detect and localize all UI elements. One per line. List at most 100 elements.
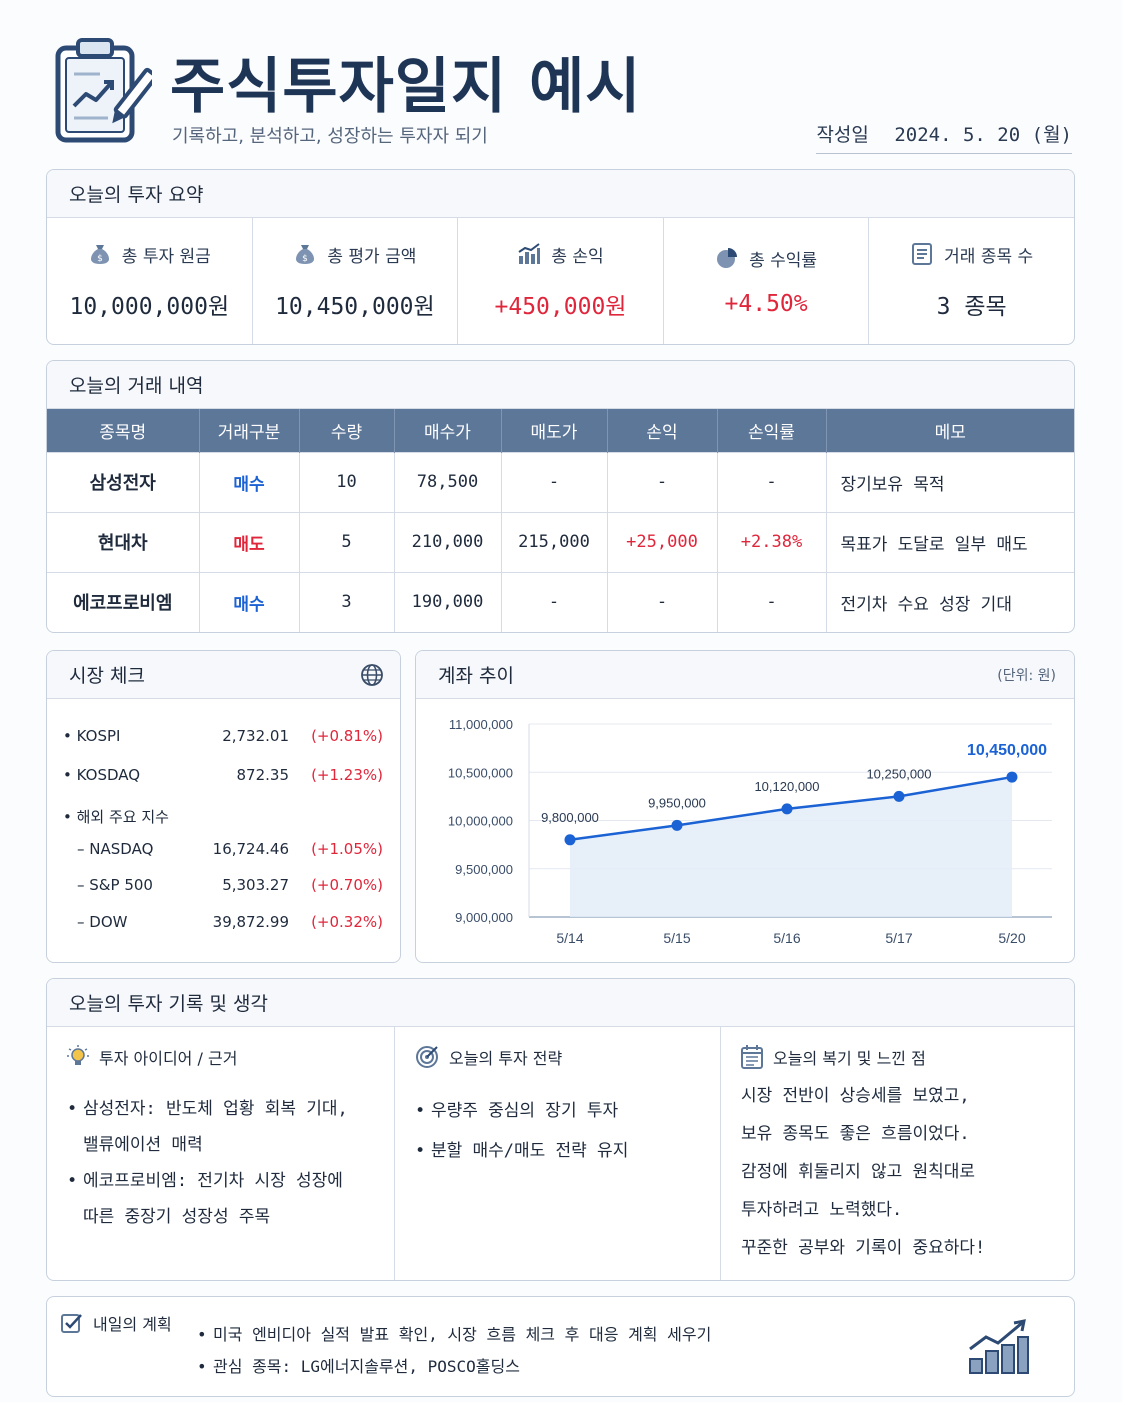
table-row: 현대차 매도 5 210,000 215,000 +25,000 +2.38% … xyxy=(47,511,1074,572)
column-header: 매수가 xyxy=(394,409,502,452)
summary-label: 총 평가 금액 xyxy=(327,246,417,267)
profit: - xyxy=(607,571,718,632)
account-title: 계좌 추이 xyxy=(438,665,514,687)
page-title: 주식투자일지 예시 xyxy=(170,52,642,122)
data-point xyxy=(1006,771,1018,783)
index-name: – S&P 500 xyxy=(77,876,153,894)
tomorrow-title: 내일의 계획 xyxy=(93,1315,172,1334)
summary-profit: 총 손익 +450,000원 xyxy=(458,218,664,344)
trades-title: 오늘의 거래 내역 xyxy=(47,361,1074,409)
buy-price: 210,000 xyxy=(394,511,502,572)
index-name: – NASDAQ xyxy=(77,840,154,858)
tomorrow-card: 내일의 계획 미국 엔비디아 실적 발표 확인, 시장 흐름 체크 후 대응 계… xyxy=(46,1296,1075,1397)
index-change: (+0.81%) xyxy=(311,727,383,745)
data-point xyxy=(671,819,683,831)
data-label: 10,450,000 xyxy=(967,742,1047,759)
summary-principal: $ 총 투자 원금 10,000,000원 xyxy=(47,218,253,344)
memo: 전기차 수요 성장 기대 xyxy=(826,571,1074,632)
table-row: 에코프로비엠 매수 3 190,000 - - - 전기차 수요 성장 기대 xyxy=(47,571,1074,632)
column-header: 손익률 xyxy=(717,409,827,452)
idea-column: 투자 아이디어 / 근거 삼성전자: 반도체 업황 회복 기대, 밸류에이션 매… xyxy=(47,1027,395,1280)
review-column: 오늘의 복기 및 느낀 점 시장 전반이 상승세를 보였고, 보유 종목도 좋은… xyxy=(721,1027,1074,1280)
trade-type: 매수 xyxy=(199,451,300,512)
lightbulb-icon xyxy=(67,1045,89,1065)
trades-table: 종목명 거래구분 수량 매수가 매도가 손익 손익률 메모 삼성전자 매수 10… xyxy=(47,409,1074,632)
buy-price: 190,000 xyxy=(394,571,502,632)
index-value: 5,303.27 xyxy=(222,876,289,894)
index-change: (+1.23%) xyxy=(311,766,383,784)
x-tick-label: 5/14 xyxy=(556,930,583,946)
svg-text:$: $ xyxy=(303,254,309,264)
y-tick-label: 10,000,000 xyxy=(448,814,513,829)
list-icon xyxy=(912,243,933,265)
growth-chart-icon xyxy=(969,1319,1029,1374)
market-card: 시장 체크 • KOSPI 2,732.01 (+0.81%) • KOSDAQ… xyxy=(46,650,401,963)
area-fill xyxy=(570,777,1012,917)
bar-chart-icon xyxy=(518,243,541,264)
x-tick-label: 5/15 xyxy=(663,930,690,946)
page-subtitle: 기록하고, 분석하고, 성장하는 투자자 되기 xyxy=(172,126,488,147)
summary-value: +4.50% xyxy=(724,290,808,317)
summary-value: 10,450,000원 xyxy=(275,293,435,320)
table-header-row: 종목명 거래구분 수량 매수가 매도가 손익 손익률 메모 xyxy=(47,409,1074,452)
y-tick-label: 10,500,000 xyxy=(448,765,513,780)
stock-name: 삼성전자 xyxy=(47,451,200,512)
y-tick-label: 11,000,000 xyxy=(449,717,513,732)
review-line: 꾸준한 공부와 기록이 중요하다! xyxy=(741,1238,986,1258)
page-header: 주식투자일지 예시 기록하고, 분석하고, 성장하는 투자자 되기 작성일 20… xyxy=(0,0,1122,165)
memo: 장기보유 목적 xyxy=(826,451,1074,512)
index-name: – DOW xyxy=(77,913,128,931)
data-point xyxy=(893,790,905,802)
column-header: 매도가 xyxy=(501,409,608,452)
column-header: 수량 xyxy=(299,409,395,452)
sell-price: 215,000 xyxy=(501,511,608,572)
profit-rate: - xyxy=(717,451,827,512)
tomorrow-item: 관심 종목: LG에너지솔루션, POSCO홀딩스 xyxy=(197,1351,711,1383)
index-value: 872.35 xyxy=(236,766,290,784)
summary-title: 오늘의 투자 요약 xyxy=(47,170,1074,218)
index-change: (+0.70%) xyxy=(311,876,383,894)
clipboard-chart-icon xyxy=(55,38,152,143)
review-line: 시장 전반이 상승세를 보였고, xyxy=(741,1086,970,1106)
market-title: 시장 체크 xyxy=(69,665,145,687)
data-label: 9,800,000 xyxy=(541,810,599,825)
sell-price: - xyxy=(501,571,608,632)
review-line: 투자하려고 노력했다. xyxy=(741,1200,903,1220)
svg-text:$: $ xyxy=(97,254,103,264)
summary-value: 3 종목 xyxy=(936,293,1007,320)
strategy-title: 오늘의 투자 전략 xyxy=(449,1049,563,1068)
summary-label: 총 손익 xyxy=(551,246,604,267)
money-bag-icon: $ xyxy=(296,245,315,264)
stock-name: 현대차 xyxy=(47,511,200,572)
summary-label: 총 투자 원금 xyxy=(121,246,211,267)
summary-card: 오늘의 투자 요약 $ 총 투자 원금 10,000,000원 $ 총 평가 금… xyxy=(46,169,1075,345)
idea-item: 에코프로비엠: 전기차 시장 성장에 따른 중장기 성장성 주목 xyxy=(67,1163,374,1235)
trades-card: 오늘의 거래 내역 종목명 거래구분 수량 매수가 매도가 손익 손익률 메모 … xyxy=(46,360,1075,633)
reflection-title: 오늘의 투자 기록 및 생각 xyxy=(47,979,1074,1027)
index-change: (+1.05%) xyxy=(311,840,383,858)
profit: - xyxy=(607,451,718,512)
date-value: 2024. 5. 20 (월) xyxy=(894,124,1072,146)
index-value: 39,872.99 xyxy=(212,913,289,931)
idea-title: 투자 아이디어 / 근거 xyxy=(99,1049,238,1068)
data-label: 9,950,000 xyxy=(648,795,706,810)
review-line: 감정에 휘둘리지 않고 원칙대로 xyxy=(741,1162,976,1182)
x-tick-label: 5/20 xyxy=(998,930,1025,946)
account-header: 계좌 추이 (단위: 원) xyxy=(416,651,1074,699)
review-title: 오늘의 복기 및 느낀 점 xyxy=(773,1049,926,1068)
data-label: 10,250,000 xyxy=(866,766,931,781)
globe-icon xyxy=(361,663,383,686)
index-change: (+0.32%) xyxy=(311,913,383,931)
reflection-card: 오늘의 투자 기록 및 생각 투자 아이디어 / 근거 삼성전자: 반도체 업황… xyxy=(46,978,1075,1281)
strategy-column: 오늘의 투자 전략 우량주 중심의 장기 투자 분할 매수/매도 전략 유지 xyxy=(395,1027,721,1280)
quantity: 5 xyxy=(299,511,395,572)
summary-value: 10,000,000원 xyxy=(69,293,230,320)
summary-valuation: $ 총 평가 금액 10,450,000원 xyxy=(253,218,459,344)
stock-name: 에코프로비엠 xyxy=(47,571,200,632)
account-line-chart: 11,000,000 10,500,000 10,000,000 9,500,000 9… xyxy=(448,717,1052,946)
y-tick-label: 9,500,000 xyxy=(455,862,513,877)
table-row: 삼성전자 매수 10 78,500 - - - 장기보유 목적 xyxy=(47,451,1074,512)
target-icon xyxy=(416,1046,438,1068)
sell-price: - xyxy=(501,451,608,512)
column-header: 메모 xyxy=(826,409,1074,452)
